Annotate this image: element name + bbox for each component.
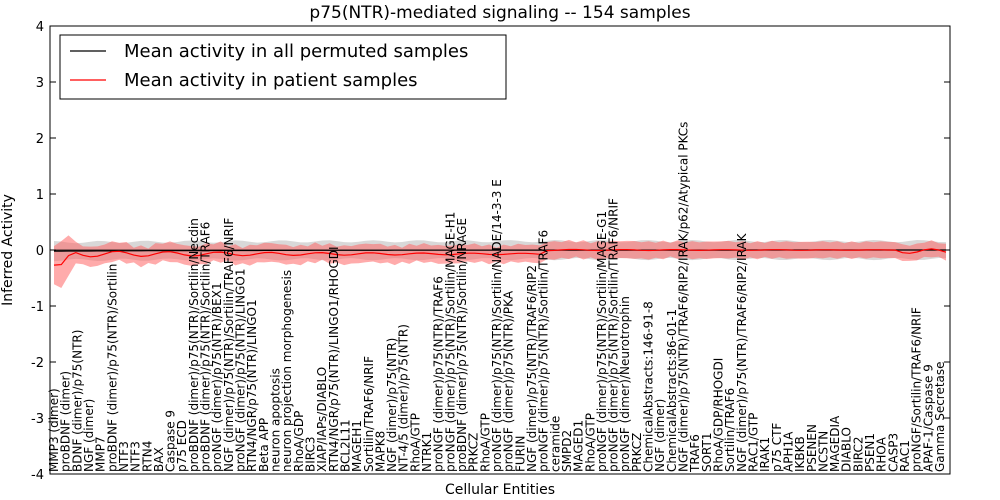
entity-label: NT-4/5 (dimer)/p75(NTR) xyxy=(397,324,411,472)
entity-label: proNGF (dimer)/p75(NTR)/Sortilin/MAGE-G1 xyxy=(595,211,609,472)
entity-label: BCL2L11 xyxy=(338,419,352,472)
entity-label: RAC1/GTP xyxy=(747,413,761,472)
entity-label: proNGF (dimer)/p75(NTR)/TRAF6 xyxy=(432,276,446,472)
entity-label: proNGF (dimer)/Neurotrophin xyxy=(618,296,632,472)
entity-label: proNGF (dimer)/p75(NTR)/Sortilin/MAGE-H1 xyxy=(443,212,457,472)
entity-label: RAC1 xyxy=(898,440,912,472)
entity-label: NTF3 xyxy=(117,441,131,472)
entity-label: APAF-1/Caspase 9 xyxy=(921,364,935,472)
entity-label: DIABLO xyxy=(840,427,854,472)
entity-label: proNGF (dimer)/p75(NTR)/Sortilin/NADE/14… xyxy=(490,179,504,472)
x-axis-label: Cellular Entities xyxy=(445,482,555,498)
entity-label: ceramide xyxy=(548,416,562,472)
y-tick-label: 1 xyxy=(36,188,44,203)
entity-label: MAGED1 xyxy=(572,420,586,472)
entity-label: proNGF/Sortilin/TRAF6/NRIF xyxy=(910,307,924,472)
entity-label: BDNF (dimer)/p75(NTR) xyxy=(70,330,84,472)
entity-label: PRKCZ xyxy=(467,433,481,472)
y-tick-label: -1 xyxy=(31,300,44,315)
entity-label: RhoA/GTP xyxy=(583,413,597,472)
series-lines xyxy=(53,248,947,266)
entity-label: TRAF6 xyxy=(688,434,702,473)
entity-label: RhoA/GTP xyxy=(408,413,422,472)
entity-label: BIRC2 xyxy=(851,436,865,472)
entity-label: ChemicalAbstracts:86-01-1 xyxy=(665,309,679,472)
legend: Mean activity in all permuted samples Me… xyxy=(59,34,507,100)
entity-label: proNGF (dimer)/p75(NTR)/PKA xyxy=(502,290,516,472)
patient-band xyxy=(54,235,946,288)
entity-label: Sortilin/TRAF6 xyxy=(723,388,737,472)
entity-label: NGF (dimer)/p75(NTR)/Sortilin/TRAF6/NRIF xyxy=(222,218,236,472)
entity-label: neuron apoptosis xyxy=(269,368,283,472)
y-tick-label: 3 xyxy=(36,76,44,91)
y-tick-label: -3 xyxy=(31,412,44,427)
entity-label: proBDNF (dimer) xyxy=(59,371,73,472)
entity-label: proBDNF (dimer)/p75(NTR)/Sortilin xyxy=(105,264,119,472)
entity-label: RTN4 xyxy=(140,441,154,472)
entity-label: PRKCZ xyxy=(630,433,644,472)
entity-label: RTN4/NGR/p75(NTR)/LINGO1/RHOGDI xyxy=(327,246,341,472)
entity-label: NGF (dimer) xyxy=(653,399,667,472)
entity-label: BIRC3 xyxy=(304,436,318,472)
entity-label: proBDNF (dimer)/p75(NTR)/Sortilin/TRAF6 xyxy=(199,222,213,472)
entity-label: NTF3 xyxy=(129,441,143,472)
entity-label: Gamma Secretase xyxy=(933,361,947,472)
y-tick-label: -4 xyxy=(31,468,44,483)
entity-label: NGF (dimer) xyxy=(82,399,96,472)
entity-label: BAX xyxy=(152,447,166,472)
entity-label: MAPK8 xyxy=(373,431,387,472)
entity-label: MAGEDIA xyxy=(828,415,842,472)
entity-label: CASP3 xyxy=(886,433,900,472)
entity-labels: MMP3 (dimer)proBDNF (dimer)BDNF (dimer)/… xyxy=(47,122,947,473)
entity-label: IRAK1 xyxy=(758,437,772,472)
legend-label-permuted: Mean activity in all permuted samples xyxy=(124,41,468,62)
entity-label: proNGF (dimer)/p75(NTR)/LINGO1 xyxy=(234,268,248,472)
entity-label: Beta APP xyxy=(257,418,271,472)
entity-label: NTRK1 xyxy=(420,432,434,472)
entity-label: proBDNF (dimer)/p75(NTR)/Sortilin/Necdin xyxy=(187,218,201,472)
y-tick-label: -2 xyxy=(31,356,44,371)
entity-label: MMP7 xyxy=(94,436,108,472)
entity-label: Caspase 9 xyxy=(164,410,178,472)
entity-label: FURIN xyxy=(513,435,527,472)
entity-label: IKBKB xyxy=(793,436,807,472)
entity-label: RTN4/NGR/p75(NTR)/LINGO1 xyxy=(245,299,259,472)
entity-label: PSENEN xyxy=(805,424,819,472)
entity-label: p75 CTF xyxy=(770,423,784,472)
entity-label: proNGF (dimer)/p75(NTR)/BEX1 xyxy=(210,282,224,472)
entity-label: RhoA/GDP/RHOGDI xyxy=(712,358,726,472)
chart-title: p75(NTR)-mediated signaling -- 154 sampl… xyxy=(309,3,690,23)
legend-label-patient: Mean activity in patient samples xyxy=(124,70,418,91)
y-tick-label: 2 xyxy=(36,132,44,147)
entity-label: MAGEH1 xyxy=(350,420,364,472)
entity-label: neuron projection morphogenesis xyxy=(280,270,294,472)
entity-label: proNGF (dimer)/p75(NTR)/Sortilin/TRAF6 xyxy=(537,230,551,472)
entity-label: RHOA xyxy=(875,436,889,472)
entity-label: p75 ECD xyxy=(175,420,189,472)
entity-label: SMPD2 xyxy=(560,430,574,472)
entity-label: NCSTN xyxy=(816,431,830,472)
entity-label: NGF (dimer)/p75(NTR)/TRAF6/RIP2/IRAK xyxy=(735,232,749,472)
entity-label: proNGF (dimer)/p75(NTR)/Sortilin/TRAF6/N… xyxy=(607,198,621,472)
entity-label: NGF (dimer)/p75(NTR)/TRAF6/RIP2/IRAK/p62… xyxy=(677,122,691,472)
patient-mean-line xyxy=(53,248,947,266)
entity-label: NGF (dimer)/p75(NTR)/TRAF6/RIP2 xyxy=(525,265,539,472)
entity-label: Sortilin/TRAF6/NRIF xyxy=(362,356,376,472)
y-tick-label: 0 xyxy=(36,244,44,259)
entity-label: SORT1 xyxy=(700,433,714,473)
entity-label: APH1A xyxy=(781,431,795,472)
entity-label: proBDNF (dimer)/p75(NTR)/Sortilin/NRAGE xyxy=(455,218,469,472)
legend-box xyxy=(59,34,507,100)
entity-label: NGF (dimer)/p75(NTR) xyxy=(385,338,399,472)
entity-label: PSEN1 xyxy=(863,433,877,472)
y-axis-ticks: 4 3 2 1 0 -1 -2 -3 -4 xyxy=(31,20,950,483)
y-tick-label: 4 xyxy=(36,20,44,35)
entity-label: RhoA/GDP xyxy=(292,411,306,472)
entity-label: ChemicalAbstracts:146-91-8 xyxy=(642,301,656,472)
y-axis-label: Inferred Activity xyxy=(0,194,16,306)
entity-label: RhoA/GTP xyxy=(478,413,492,472)
entity-label: XIAP/IAPs/DIABLO xyxy=(315,367,329,472)
